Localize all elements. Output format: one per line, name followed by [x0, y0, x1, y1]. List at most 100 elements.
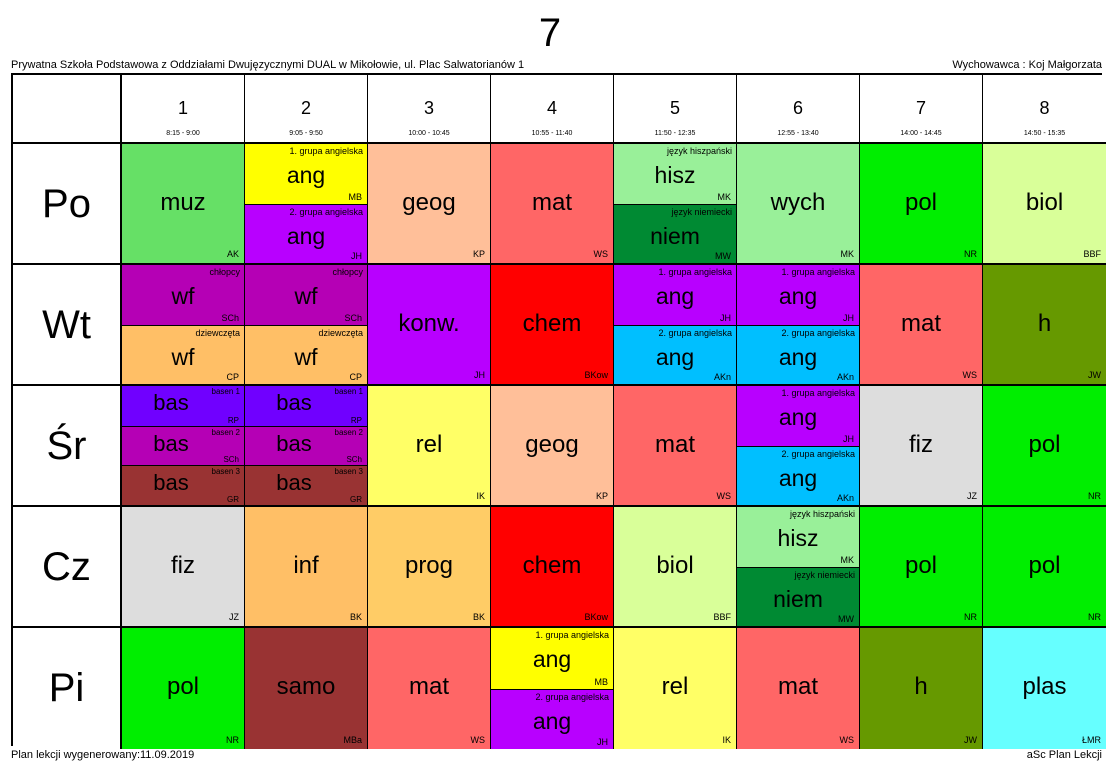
period-number: 5 — [669, 98, 680, 118]
subject-name: chem — [522, 310, 582, 337]
teacher-code: BBF — [1083, 249, 1101, 259]
subject-name: mat — [900, 310, 941, 337]
teacher-code: KP — [595, 491, 608, 501]
lesson-cell: h JW — [983, 265, 1106, 386]
lesson-cell: 1. grupa angielska ang MB 2. grupa angielsk… — [491, 628, 614, 749]
teacher-code: BKow — [584, 370, 608, 380]
subject-name: ang — [532, 646, 572, 672]
lesson-block: fiz JZ — [122, 507, 244, 626]
period-header-1: 1 8:15 - 9:00 — [122, 75, 245, 144]
lesson-cell: język hiszpański hisz MK język niemiecki nie… — [737, 507, 860, 628]
subject-name: bas — [276, 390, 312, 415]
lesson-cell: chem BKow — [491, 265, 614, 386]
teacher-code: MK — [840, 554, 855, 565]
subject-name: inf — [293, 552, 319, 579]
teacher-code: WS — [839, 735, 855, 745]
period-time: 14:00 - 14:45 — [900, 130, 942, 137]
lesson-block: język niemiecki niem MW — [614, 203, 736, 263]
subject-name: mat — [531, 189, 572, 216]
lesson-block: basen 3 bas GR — [122, 465, 244, 505]
teacher-code: NR — [964, 249, 977, 259]
subject-name: ang — [532, 707, 572, 734]
lesson-block: dziewczęta wf CP — [122, 324, 244, 384]
lesson-block: chem BKow — [491, 507, 613, 626]
lesson-block: pol NR — [860, 144, 982, 263]
teacher-code: IK — [722, 735, 731, 745]
lesson-block: język hiszpański hisz MK — [614, 144, 736, 204]
lesson-block: rel IK — [368, 386, 490, 505]
period-time: 14:50 - 15:35 — [1023, 130, 1066, 137]
teacher-code: JH — [843, 433, 854, 444]
group-label: 2. grupa angielska — [781, 448, 855, 459]
teacher-code: MK — [717, 191, 732, 202]
day-label-cell: Śr — [13, 386, 122, 507]
group-label: 2. grupa angielska — [658, 327, 732, 338]
subject-name: geog — [402, 189, 456, 216]
lesson-cell: chłopcy wf SCh dziewczęta wf CP — [245, 265, 368, 386]
lesson-block: basen 2 bas SCh — [245, 425, 367, 466]
group-label: basen 1 — [211, 387, 240, 396]
group-label: język hiszpański — [666, 146, 732, 156]
subject-name: ang — [778, 404, 818, 430]
lesson-block: rel IK — [614, 628, 736, 749]
lesson-cell: geog KP — [491, 386, 614, 507]
lesson-cell: mat WS — [860, 265, 983, 386]
subject-name: wf — [171, 283, 195, 309]
lesson-block: muz AK — [122, 144, 244, 263]
lesson-block: dziewczęta wf CP — [245, 324, 367, 384]
teacher-code: JW — [1088, 370, 1101, 380]
period-time: 11:50 - 12:35 — [654, 130, 696, 137]
teacher-code: ŁMR — [1081, 735, 1101, 745]
lesson-cell: chłopcy wf SCh dziewczęta wf CP — [122, 265, 245, 386]
teacher-code: NR — [1088, 491, 1101, 501]
lesson-cell: pol NR — [122, 628, 245, 749]
subject-name: ang — [655, 343, 695, 370]
school-name: Prywatna Szkoła Podstawowa z Oddziałami … — [11, 59, 525, 71]
lesson-cell: biol BBF — [614, 507, 737, 628]
group-label: basen 2 — [334, 427, 363, 437]
period-header-6: 6 12:55 - 13:40 — [737, 75, 860, 144]
subject-name: mat — [777, 673, 818, 700]
teacher-code: JW — [964, 735, 977, 745]
period-header-8: 8 14:50 - 15:35 — [983, 75, 1106, 144]
teacher-code: NR — [226, 735, 239, 745]
lesson-block: mat WS — [368, 628, 490, 749]
lesson-cell: język hiszpański hisz MK język niemiecki nie… — [614, 144, 737, 265]
subject-name: pol — [1028, 431, 1061, 458]
period-header-7: 7 14:00 - 14:45 — [860, 75, 983, 144]
period-number: 8 — [1039, 98, 1050, 118]
period-header-5: 5 11:50 - 12:35 — [614, 75, 737, 144]
period-time: 9:05 - 9:50 — [289, 130, 323, 137]
lesson-block: język niemiecki niem MW — [737, 566, 859, 626]
group-label: basen 3 — [211, 467, 240, 477]
subject-name: pol — [904, 189, 938, 216]
subject-name: niem — [773, 585, 823, 612]
lesson-cell: konw. JH — [368, 265, 491, 386]
lesson-block: h JW — [860, 628, 982, 749]
generated-date: Plan lekcji wygenerowany:11.09.2019 — [11, 749, 195, 761]
teacher-code: JH — [474, 370, 485, 380]
period-number: 6 — [792, 98, 803, 118]
group-label: język niemiecki — [794, 569, 855, 580]
period-number: 2 — [300, 98, 311, 118]
lesson-block: basen 3 bas GR — [245, 465, 367, 505]
lesson-cell: chem BKow — [491, 507, 614, 628]
teacher-code: JH — [597, 737, 608, 747]
lesson-block: 2. grupa angielska ang JH — [245, 203, 367, 263]
group-label: 2. grupa angielska — [781, 327, 855, 338]
period-number: 7 — [915, 98, 926, 118]
lesson-cell: geog KP — [368, 144, 491, 265]
subject-name: muz — [160, 189, 206, 216]
subject-name: rel — [415, 431, 443, 458]
lesson-block: biol BBF — [983, 144, 1106, 263]
teacher-code: BKow — [584, 612, 608, 622]
lesson-block: konw. JH — [368, 265, 490, 384]
period-number: 4 — [546, 98, 557, 118]
lesson-block: geog KP — [491, 386, 613, 505]
lesson-cell: pol NR — [983, 386, 1106, 507]
lesson-cell: 1. grupa angielska ang MB 2. grupa angielsk… — [245, 144, 368, 265]
group-label: basen 1 — [334, 387, 363, 396]
lesson-cell: rel IK — [614, 628, 737, 749]
lesson-block: pol NR — [860, 507, 982, 626]
group-label: chłopcy — [332, 267, 363, 277]
